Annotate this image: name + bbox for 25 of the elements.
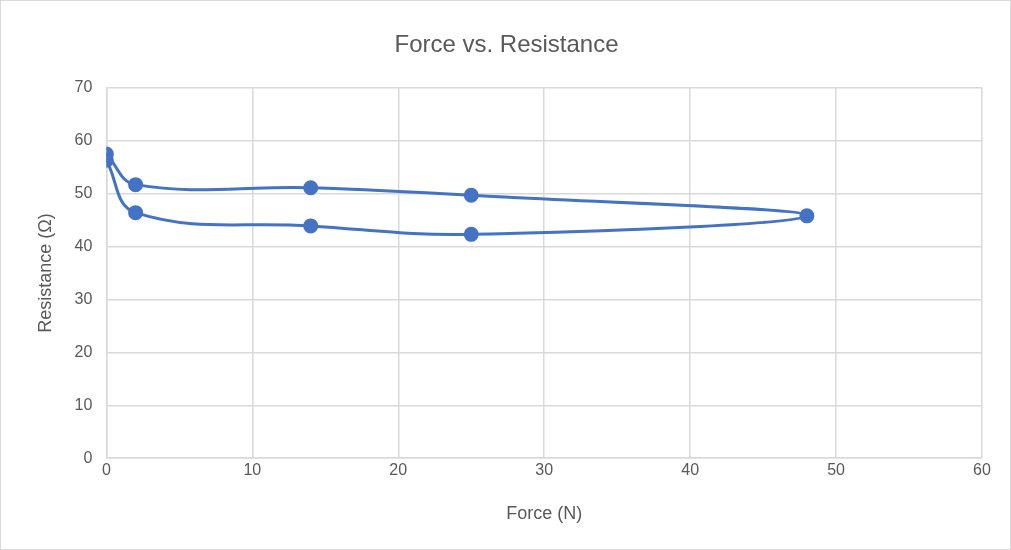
x-tick-label: 60 [973,461,991,479]
x-tick-label: 50 [827,461,846,479]
y-tick-label: 70 [74,78,93,96]
x-tick-label: 20 [389,461,408,479]
point [128,177,144,193]
chart-title: Force vs. Resistance [394,30,619,58]
point [463,187,479,203]
x-tick-label: 10 [243,461,262,479]
x-tick-label: 30 [535,461,554,479]
y-tick-label: 10 [74,395,93,413]
point [303,218,319,234]
x-tick-label: 0 [101,461,111,479]
point [799,208,815,224]
y-tick-label: 0 [83,448,93,466]
y-tick-label: 40 [74,236,93,254]
y-tick-label: 50 [74,184,93,202]
x-axis-title: Force (N) [506,503,583,524]
point [463,226,479,242]
y-tick-label: 30 [74,289,93,307]
x-tick-label: 40 [681,461,700,479]
point [128,205,144,221]
y-axis-title: Resistance (Ω) [34,213,55,333]
y-tick-label: 20 [74,342,93,360]
point [303,180,319,196]
y-tick-label: 60 [74,131,93,149]
